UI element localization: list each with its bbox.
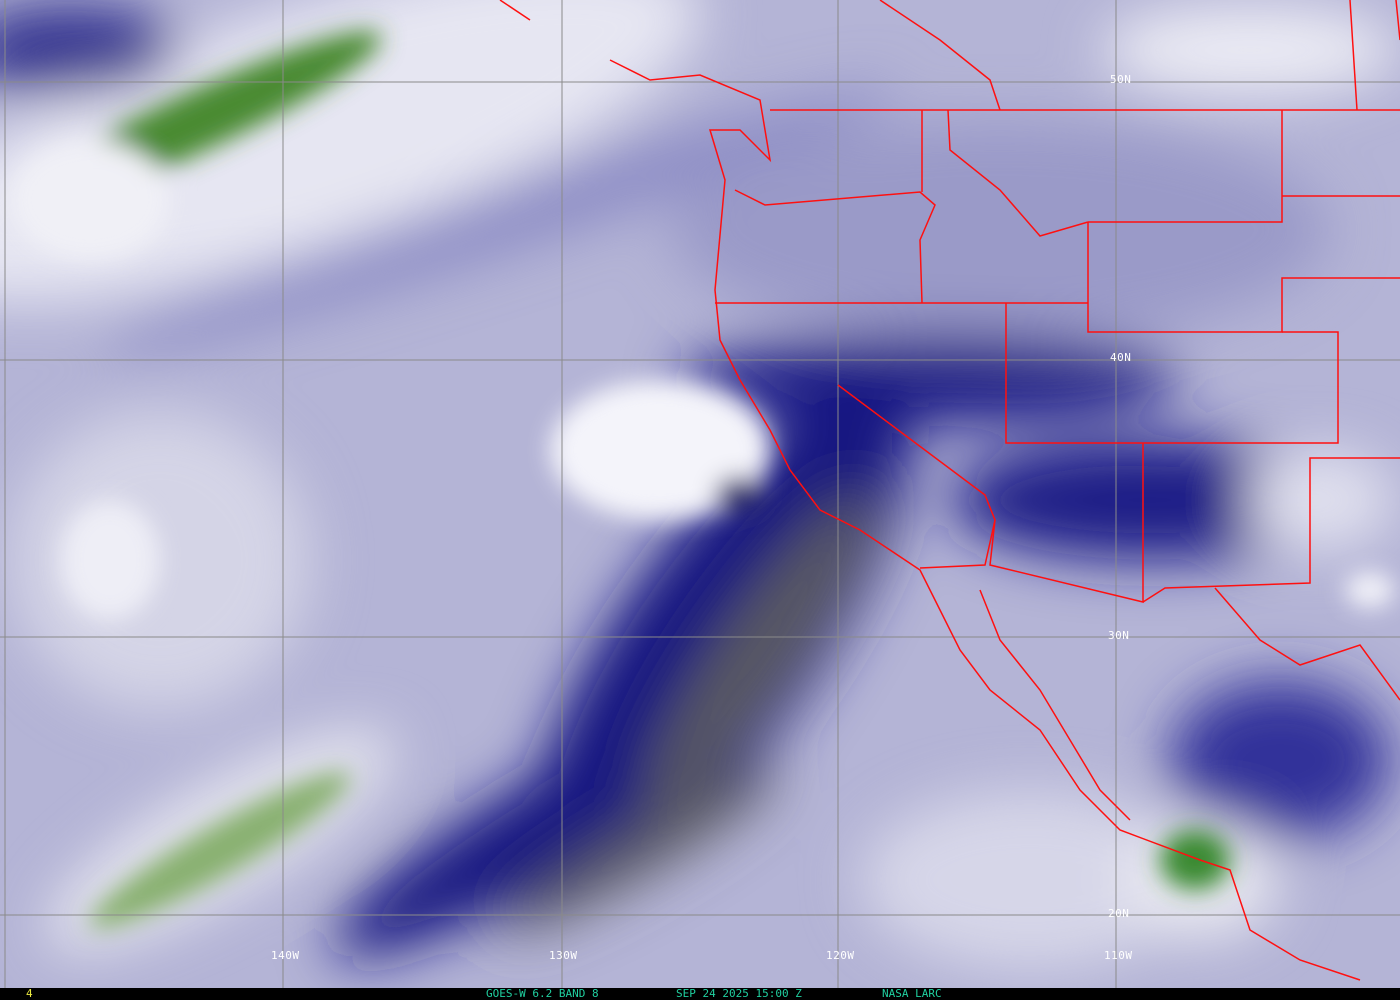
lat-label-20n: 20N xyxy=(1108,907,1130,920)
political-borders xyxy=(499,0,1400,981)
lat-label-30n: 30N xyxy=(1108,629,1130,642)
lon-label-130w: 130W xyxy=(549,949,578,962)
lat-label-50n: 50N xyxy=(1110,73,1132,86)
cloud-features xyxy=(10,31,1395,929)
lon-label-140w: 140W xyxy=(271,949,300,962)
lat-label-40n: 40N xyxy=(1110,351,1132,364)
status-bar: 4 GOES-W 6.2 BAND 8 SEP 24 2025 15:00 Z … xyxy=(0,988,1400,1000)
frame-number: 4 xyxy=(26,987,33,1000)
lon-label-120w: 120W xyxy=(826,949,855,962)
source-label: NASA LARC xyxy=(882,987,942,1000)
lon-label-110w: 110W xyxy=(1104,949,1133,962)
datetime-label: SEP 24 2025 15:00 Z xyxy=(676,987,802,1000)
product-label: GOES-W 6.2 BAND 8 xyxy=(486,987,599,1000)
